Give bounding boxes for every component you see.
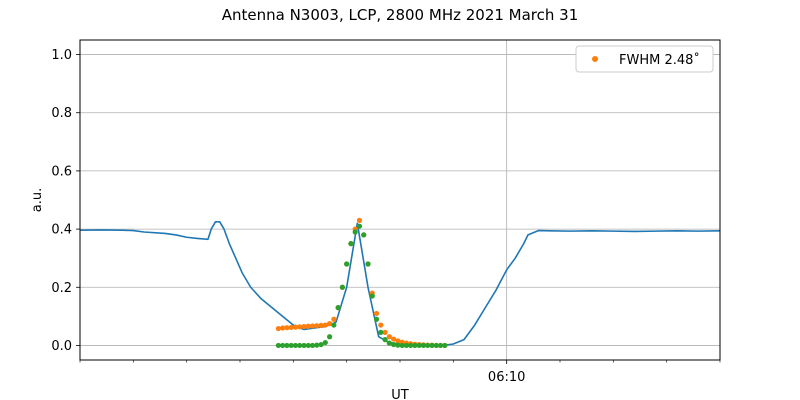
scatter-point xyxy=(356,217,363,223)
scatter-point xyxy=(382,337,388,343)
y-tick-label: 0.4 xyxy=(51,223,72,238)
scatter-point xyxy=(408,342,414,349)
scatter-point xyxy=(297,324,303,330)
scatter-point xyxy=(284,342,290,349)
scatter-point xyxy=(322,322,328,328)
scatter-point xyxy=(292,324,299,330)
scatter-point xyxy=(373,310,380,317)
scatter-point xyxy=(403,342,409,349)
scatter-point xyxy=(305,323,311,329)
scatter-point xyxy=(382,329,388,335)
scatter-point xyxy=(412,342,418,349)
scatter-point xyxy=(301,342,307,349)
scatter-point xyxy=(399,342,405,349)
y-tick-label: 0.8 xyxy=(51,106,72,121)
y-tick-label: 0.0 xyxy=(51,339,72,354)
scatter-point xyxy=(331,316,337,322)
scatter-point xyxy=(309,323,316,329)
legend-box xyxy=(575,45,714,73)
scatter-point xyxy=(292,342,299,349)
y-axis-label: a.u. xyxy=(30,188,45,212)
scatter-point xyxy=(335,305,341,311)
scatter-point xyxy=(318,341,324,348)
series-scatter-2 xyxy=(275,223,448,349)
scatter-point xyxy=(395,342,401,348)
scatter-point xyxy=(356,223,363,229)
scatter-point xyxy=(275,342,281,349)
scatter-point xyxy=(318,322,324,328)
y-tick-label: 1.0 xyxy=(51,48,72,63)
scatter-point xyxy=(322,339,328,346)
scatter-point xyxy=(301,323,307,330)
scatter-point xyxy=(365,261,371,267)
scatter-point xyxy=(280,342,286,349)
y-tick-label: 0.6 xyxy=(51,164,72,179)
scatter-point xyxy=(288,324,294,331)
series-line-0 xyxy=(79,221,721,347)
scatter-point xyxy=(314,323,320,329)
legend-marker xyxy=(592,56,598,62)
scatter-point xyxy=(373,316,380,322)
scatter-point xyxy=(395,338,401,344)
scatter-point xyxy=(386,340,392,346)
scatter-point xyxy=(352,229,358,235)
x-axis-label: UT xyxy=(391,388,409,400)
scatter-point xyxy=(327,334,333,340)
scatter-point xyxy=(309,342,316,349)
scatter-point xyxy=(314,342,320,348)
scatter-point xyxy=(331,322,337,328)
axes-layer: 0.0 0.2 0.4 0.6 0.8 1.0 06:10 xyxy=(51,48,721,385)
series-scatter-1 xyxy=(275,217,448,349)
plot-area-frame xyxy=(79,39,721,361)
scatter-point xyxy=(297,342,303,349)
y-tick-label: 0.2 xyxy=(51,281,72,296)
scatter-point xyxy=(339,284,345,290)
scatter-point xyxy=(442,342,448,349)
scatter-point xyxy=(344,261,350,267)
scatter-point xyxy=(275,325,281,332)
scatter-point xyxy=(378,329,384,335)
scatter-point xyxy=(429,342,435,349)
scatter-point xyxy=(420,342,427,349)
scatter-point xyxy=(386,334,392,340)
scatter-point xyxy=(437,342,444,349)
scatter-point xyxy=(391,341,397,348)
scatter-point xyxy=(361,232,367,238)
scatter-point xyxy=(433,342,439,349)
x-tick-label: 06:10 xyxy=(488,370,525,385)
scatter-point xyxy=(369,293,375,299)
scatter-point xyxy=(327,321,333,327)
scatter-point xyxy=(416,342,422,349)
chart-title: Antenna N3003, LCP, 2800 MHz 2021 March … xyxy=(222,6,579,24)
scatter-point xyxy=(280,325,286,331)
scatter-point xyxy=(425,342,431,349)
scatter-point xyxy=(288,342,294,349)
series-layer xyxy=(79,217,721,349)
legend: FWHM 2.48˚ xyxy=(575,45,714,73)
grid-lines xyxy=(80,40,720,360)
scatter-point xyxy=(391,336,397,342)
legend-label: FWHM 2.48˚ xyxy=(619,52,700,68)
scatter-point xyxy=(378,322,384,328)
scatter-point xyxy=(284,325,290,331)
scatter-point xyxy=(348,241,354,247)
scatter-point xyxy=(305,342,311,349)
